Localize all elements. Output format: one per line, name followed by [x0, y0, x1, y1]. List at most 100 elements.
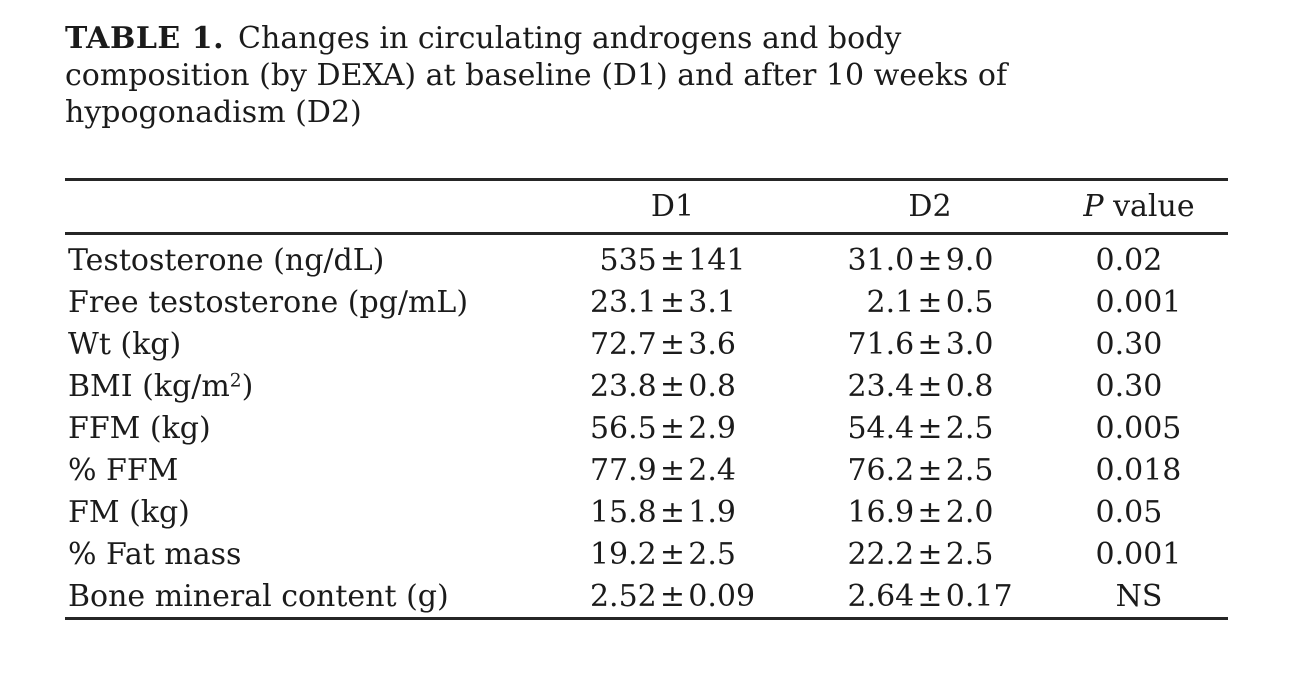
row-label: % Fat mass — [68, 536, 242, 572]
p-value-cell: 0.30 — [1050, 323, 1228, 365]
d1-value-cell: 72.7 ±3.6 — [535, 323, 810, 365]
d1-value: 23.1 ±3.1 — [589, 284, 736, 320]
p-value-cell: 0.005 — [1050, 407, 1228, 449]
column-header-d2: D2 — [810, 179, 1050, 235]
table-block: TABLE 1. Changes in circulating androgens… — [65, 20, 1228, 620]
d2-value: 2.1 ±0.5 — [866, 284, 994, 320]
plus-minus-sign: ± — [659, 494, 686, 530]
plus-minus-sign: ± — [917, 494, 943, 530]
p-value: NS — [1115, 578, 1163, 614]
d2-value: 54.4 ±2.5 — [847, 410, 994, 446]
caption-text-1: Changes in circulating androgens and bod… — [238, 21, 902, 56]
d2-value-cell: 76.2 ±2.5 — [810, 449, 1050, 491]
column-header-d1: D1 — [535, 179, 810, 235]
row-label: FFM (kg) — [68, 410, 211, 446]
table-row: FM (kg) 15.8 ±1.9 16.9 ±2.0 0.05 — [65, 491, 1228, 533]
p-value: 0.30 — [1095, 326, 1163, 362]
p-value-cell: 0.02 — [1050, 234, 1228, 282]
p-value: 0.02 — [1095, 242, 1163, 278]
p-value-cell: 0.001 — [1050, 533, 1228, 575]
d1-value-cell: 535 ±141 — [535, 234, 810, 282]
d2-value: 2.64 ±0.17 — [847, 578, 1013, 614]
d1-value-cell: 19.2 ±2.5 — [535, 533, 810, 575]
plus-minus-sign: ± — [917, 368, 943, 404]
p-value: 0.30 — [1095, 368, 1163, 404]
d1-value: 72.7 ±3.6 — [589, 326, 736, 362]
d1-value: 535 ±141 — [599, 242, 746, 278]
d2-value: 76.2 ±2.5 — [847, 452, 994, 488]
d1-value-cell: 2.52 ±0.09 — [535, 575, 810, 619]
table-body: Testosterone (ng/dL) 535 ±141 31.0 ±9.0 0.… — [65, 234, 1228, 619]
d2-value-cell: 31.0 ±9.0 — [810, 234, 1050, 282]
label-superscript: 2 — [229, 370, 242, 392]
plus-minus-sign: ± — [917, 284, 943, 320]
plus-minus-sign: ± — [659, 242, 686, 278]
row-label: Bone mineral content (g) — [68, 578, 449, 614]
row-label: % FFM — [68, 452, 179, 488]
d1-value: 2.52 ±0.09 — [589, 578, 756, 614]
pvalue-rest: value — [1103, 189, 1195, 224]
plus-minus-sign: ± — [659, 326, 686, 362]
d2-value: 23.4 ±0.8 — [847, 368, 994, 404]
p-value: 0.018 — [1095, 452, 1182, 488]
p-value-cell: 0.30 — [1050, 365, 1228, 407]
plus-minus-sign: ± — [917, 326, 943, 362]
d2-value-cell: 54.4 ±2.5 — [810, 407, 1050, 449]
plus-minus-sign: ± — [917, 578, 943, 614]
d1-value-cell: 56.5 ±2.9 — [535, 407, 810, 449]
d2-value-cell: 23.4 ±0.8 — [810, 365, 1050, 407]
row-label: Free testosterone (pg/mL) — [68, 284, 469, 320]
plus-minus-sign: ± — [659, 536, 686, 572]
row-label: Testosterone (ng/dL) — [68, 242, 385, 278]
d1-value: 23.8 ±0.8 — [589, 368, 736, 404]
d2-value-cell: 22.2 ±2.5 — [810, 533, 1050, 575]
d1-value: 19.2 ±2.5 — [589, 536, 736, 572]
d1-value-cell: 23.8 ±0.8 — [535, 365, 810, 407]
column-header-pvalue: P value — [1050, 179, 1228, 235]
table-row: Bone mineral content (g) 2.52 ±0.09 2.64 ±… — [65, 575, 1228, 619]
caption-line-3: hypogonadism (D2) — [65, 95, 362, 130]
d1-value-cell: 15.8 ±1.9 — [535, 491, 810, 533]
p-value-cell: 0.018 — [1050, 449, 1228, 491]
table-header: D1 D2 P value — [65, 179, 1228, 235]
table-row: FFM (kg) 56.5 ±2.9 54.4 ±2.5 0.005 — [65, 407, 1228, 449]
table-row: % FFM 77.9 ±2.4 76.2 ±2.5 0.018 — [65, 449, 1228, 491]
plus-minus-sign: ± — [659, 578, 686, 614]
p-value: 0.05 — [1095, 494, 1163, 530]
table-caption: TABLE 1. Changes in circulating androgens… — [65, 20, 1228, 131]
p-value: 0.001 — [1095, 284, 1182, 320]
p-value-cell: 0.05 — [1050, 491, 1228, 533]
p-value-cell: 0.001 — [1050, 281, 1228, 323]
plus-minus-sign: ± — [659, 368, 686, 404]
table-row: BMI (kg/m2) 23.8 ±0.8 23.4 ±0.8 0.30 — [65, 365, 1228, 407]
header-row: D1 D2 P value — [65, 179, 1228, 235]
plus-minus-sign: ± — [917, 452, 943, 488]
table-row: % Fat mass 19.2 ±2.5 22.2 ±2.5 0.001 — [65, 533, 1228, 575]
column-header-empty — [65, 179, 535, 235]
plus-minus-sign: ± — [917, 242, 943, 278]
journal-table: D1 D2 P value Testosterone (ng/dL) 535 ±1… — [65, 178, 1228, 620]
d2-value: 16.9 ±2.0 — [847, 494, 994, 530]
plus-minus-sign: ± — [659, 410, 686, 446]
row-label: Wt (kg) — [68, 326, 182, 362]
d2-value-cell: 2.64 ±0.17 — [810, 575, 1050, 619]
d2-value: 22.2 ±2.5 — [847, 536, 994, 572]
plus-minus-sign: ± — [659, 452, 686, 488]
table-row: Wt (kg) 72.7 ±3.6 71.6 ±3.0 0.30 — [65, 323, 1228, 365]
d2-value-cell: 71.6 ±3.0 — [810, 323, 1050, 365]
d2-value: 31.0 ±9.0 — [847, 242, 994, 278]
d1-value: 56.5 ±2.9 — [589, 410, 736, 446]
p-value: 0.005 — [1095, 410, 1182, 446]
d1-value: 15.8 ±1.9 — [589, 494, 736, 530]
d2-value-cell: 2.1 ±0.5 — [810, 281, 1050, 323]
d2-value: 71.6 ±3.0 — [847, 326, 994, 362]
d1-value-cell: 77.9 ±2.4 — [535, 449, 810, 491]
d1-value-cell: 23.1 ±3.1 — [535, 281, 810, 323]
caption-line-1: TABLE 1. Changes in circulating androgens… — [65, 20, 1228, 57]
plus-minus-sign: ± — [659, 284, 686, 320]
d1-value: 77.9 ±2.4 — [589, 452, 736, 488]
table-row: Testosterone (ng/dL) 535 ±141 31.0 ±9.0 0.… — [65, 234, 1228, 282]
row-label: FM (kg) — [68, 494, 190, 530]
table-row: Free testosterone (pg/mL) 23.1 ±3.1 2.1 ±0… — [65, 281, 1228, 323]
